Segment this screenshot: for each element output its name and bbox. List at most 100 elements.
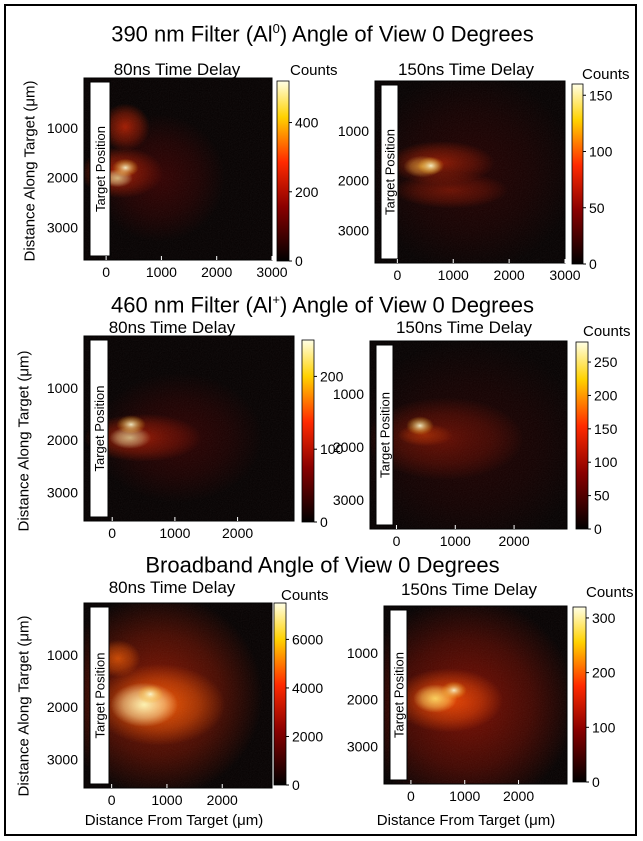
colorbar-tick-label: 2000	[292, 728, 323, 744]
y-tick-label: 3000	[47, 220, 78, 236]
y-tick-label: 2000	[47, 699, 78, 715]
y-tick-label: 1000	[47, 647, 78, 663]
target-position-label: Target Position	[383, 129, 398, 215]
y-tick-label: 2000	[333, 439, 364, 455]
x-tick-label: 0	[108, 525, 116, 541]
x-tick-label: 0	[393, 533, 401, 549]
colorbar-title: Counts	[586, 584, 634, 601]
x-tick-label: 1000	[159, 525, 190, 541]
emission-plume	[84, 78, 272, 260]
y-tick-label: 2000	[47, 170, 78, 186]
colorbar	[273, 602, 287, 786]
target-position-label: Target Position	[392, 652, 407, 738]
x-tick-label: 1000	[438, 267, 469, 283]
noise-overlay	[84, 78, 272, 260]
y-tick-label: 2000	[47, 432, 78, 448]
colorbar-tick-label: 200	[592, 665, 616, 681]
noise-overlay	[84, 603, 272, 788]
y-tick-label: 2000	[338, 173, 369, 189]
colorbar-tick-label: 150	[594, 421, 618, 437]
y-tick-label: 3000	[347, 739, 378, 755]
panel-title: 80ns Time Delay	[113, 60, 241, 79]
target-position-bar	[375, 344, 394, 526]
plot-frame	[374, 80, 566, 264]
emission-plume	[384, 606, 567, 784]
row-title-390nm: 390 nm Filter (Al0) Angle of View 0 Degr…	[111, 21, 534, 47]
target-position-label: Target Position	[93, 126, 108, 212]
x-tick-label: 3000	[549, 267, 580, 283]
plot-frame	[369, 340, 568, 530]
panel-title: 150ns Time Delay	[397, 60, 535, 79]
y-tick-label: 1000	[47, 120, 78, 136]
panel-title: 150ns Time Delay	[400, 580, 538, 599]
row-title-broadband: Broadband Angle of View 0 Degrees	[145, 552, 500, 578]
x-tick-label: 2000	[503, 788, 534, 804]
colorbar-tick-label: 200	[594, 387, 618, 403]
panel-title: 80ns Time Delay	[108, 318, 236, 337]
colorbar-title: Counts	[582, 66, 630, 83]
target-position-bar	[89, 606, 110, 785]
emission-plume	[375, 81, 565, 263]
colorbar-tick-label: 0	[295, 253, 303, 269]
colorbar-title: Counts	[290, 62, 338, 79]
emission-plume	[370, 341, 567, 529]
colorbar-tick-label: 100	[594, 454, 618, 470]
colorbar	[572, 606, 587, 783]
noise-overlay	[375, 81, 565, 263]
x-axis-label: Distance From Target (μm)	[84, 812, 264, 829]
y-tick-label: 1000	[338, 123, 369, 139]
colorbar-title: Counts	[583, 323, 631, 340]
figure: 390 nm Filter (Al0) Angle of View 0 Degr…	[4, 4, 637, 836]
plot-frame	[83, 602, 273, 789]
colorbar-tick-label: 0	[592, 774, 600, 790]
colorbar	[276, 80, 290, 262]
colorbar-tick-label: 50	[589, 200, 605, 216]
y-tick-label: 3000	[47, 751, 78, 767]
y-tick-label: 3000	[47, 484, 78, 500]
colorbar-tick-label: 100	[592, 719, 616, 735]
target-position-bar	[380, 84, 399, 260]
y-tick-label: 3000	[333, 492, 364, 508]
x-tick-label: 0	[108, 792, 116, 808]
plot-frame	[83, 335, 295, 522]
target-position-label: Target Position	[378, 392, 393, 478]
noise-overlay	[370, 341, 567, 529]
panel-title: 80ns Time Delay	[108, 578, 236, 597]
colorbar	[301, 339, 315, 523]
target-position-label: Target Position	[92, 386, 107, 472]
plot-frame	[83, 77, 273, 261]
emission-plume	[84, 603, 272, 788]
colorbar-tick-label: 4000	[292, 680, 323, 696]
colorbar-tick-label: 100	[589, 144, 613, 160]
colorbar-tick-label: 150	[589, 87, 613, 103]
target-position-bar	[389, 609, 408, 781]
noise-overlay	[384, 606, 567, 784]
colorbar-tick-label: 50	[594, 488, 610, 504]
noise-overlay	[84, 336, 294, 521]
y-tick-label: 1000	[333, 386, 364, 402]
target-position-label: Target Position	[93, 653, 108, 739]
x-tick-label: 1000	[449, 788, 480, 804]
heatmap-panel: Target Position 0 1000 2000 1000 2000 3000 0 100…	[347, 605, 616, 804]
y-tick-label: 1000	[47, 380, 78, 396]
row-title-460nm: 460 nm Filter (Al+) Angle of View 0 Degr…	[111, 292, 534, 318]
target-position-bar	[89, 339, 109, 518]
x-axis-label: Distance From Target (μm)	[376, 812, 556, 829]
target-position-bar	[89, 81, 111, 257]
x-tick-label: 2000	[201, 264, 232, 280]
heatmap-panel: Target Position 0 1000 2000 1000 2000 3000 0 50 1…	[333, 340, 618, 549]
panel-title: 150ns Time Delay	[395, 318, 533, 337]
colorbar-title: Counts	[281, 587, 329, 604]
x-tick-label: 3000	[256, 264, 287, 280]
x-tick-label: 1000	[151, 792, 182, 808]
colorbar-tick-label: 250	[594, 354, 618, 370]
x-tick-label: 0	[102, 264, 110, 280]
colorbar-tick-label: 0	[589, 256, 597, 272]
heatmap-panel: Target Position 0 1000 2000 1000 2000 3000 0 100…	[47, 335, 344, 541]
x-tick-label: 2000	[222, 525, 253, 541]
colorbar	[575, 341, 589, 530]
colorbar	[571, 83, 584, 265]
